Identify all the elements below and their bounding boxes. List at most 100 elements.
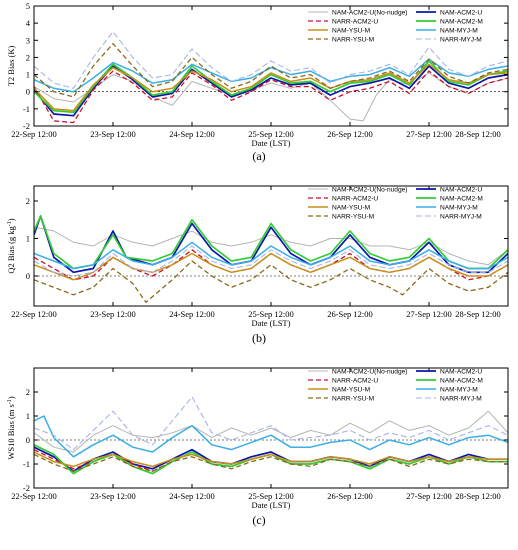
x-tick-label: 24-Sep 12:00 xyxy=(169,129,215,139)
y-tick-label: 0 xyxy=(26,435,30,445)
y-tick-label: -1 xyxy=(23,104,30,114)
series-line-nam-acm2-u xyxy=(34,446,508,473)
y-axis-title: T2 Bias (K) xyxy=(6,46,16,87)
x-axis-title: Date (LST) xyxy=(252,500,291,510)
panel-label: (a) xyxy=(252,149,265,163)
chart-panel-a: -2 -1 0 1 2 3 4 5 22-Sep 12:00 23-Sep 12:00 24-Sep… xyxy=(6,1,509,163)
y-tick-label: 1 xyxy=(26,411,30,421)
legend-label: NAM-YSU-M xyxy=(332,387,370,394)
y-axis-title-close: ) xyxy=(6,396,16,399)
legend-label: NAM-YSU-M xyxy=(332,28,370,35)
legend-label: NAM-MYJ-M xyxy=(440,205,478,212)
x-tick-label: 27-Sep 12:00 xyxy=(406,129,452,139)
x-tick-label: 27-Sep 12:00 xyxy=(406,491,452,501)
series-line-narr-ysu-m xyxy=(34,260,508,303)
series-line-narr-ysu-m xyxy=(34,453,508,472)
y-axis-title-sup: -1 xyxy=(7,221,13,226)
series-line-nam-ysu-m xyxy=(34,63,508,112)
legend-label: NARR-ACM2-U xyxy=(332,196,378,203)
series-line-narr-ysu-m xyxy=(34,43,508,98)
legend: NAM-ACM2-U(No-nudge) NAM-ACM2-U NARR-ACM2-… xyxy=(308,10,483,44)
x-tick-label: 27-Sep 12:00 xyxy=(406,309,452,319)
series-line-nam-acm2-u-no-nudge xyxy=(34,410,508,453)
series-line-narr-myj-m xyxy=(34,245,508,277)
y-tick-label: 2 xyxy=(26,387,30,397)
chart-panel-c: -2 -1 0 1 2 22-Sep 12:00 23-Sep 12:00 24-Sep 12… xyxy=(6,367,509,527)
x-axis-title: Date (LST) xyxy=(252,138,291,148)
x-tick-label: 22-Sep 12:00 xyxy=(11,309,57,319)
legend-label: NAM-MYJ-M xyxy=(440,28,478,35)
y-axis-title-main: Q2 Bias (g kg xyxy=(6,225,16,273)
panels-group: -2 -1 0 1 2 3 4 5 22-Sep 12:00 23-Sep 12:00 24-Sep… xyxy=(6,1,509,527)
y-tick-label: 0 xyxy=(26,87,30,97)
y-axis-title-main: WS10 Bias (m s xyxy=(6,404,16,460)
y-tick-label: 1 xyxy=(26,234,30,244)
legend-label: NAM-ACM2-M xyxy=(440,19,483,26)
x-tick-label: 24-Sep 12:00 xyxy=(169,491,215,501)
series-line-narr-acm2-u xyxy=(34,70,508,124)
legend-label: NAM-ACM2-U xyxy=(440,187,482,194)
y-axis-title-main: T2 Bias (K) xyxy=(6,46,16,87)
x-tick-label: 26-Sep 12:00 xyxy=(327,491,373,501)
y-tick-label: 5 xyxy=(26,1,30,11)
series-line-nam-myj-m xyxy=(34,241,508,270)
series-line-nam-acm2-m xyxy=(34,60,508,114)
series-line-narr-myj-m xyxy=(34,396,508,451)
legend-label: NAM-ACM2-U(No-nudge) xyxy=(332,10,407,17)
x-tick-label: 22-Sep 12:00 xyxy=(11,129,57,139)
y-tick-label: 2 xyxy=(26,196,30,206)
series-group xyxy=(34,31,508,124)
y-tick-label: -2 xyxy=(23,483,30,493)
legend-label: NAM-ACM2-U xyxy=(440,10,482,17)
x-tick-label: 22-Sep 12:00 xyxy=(11,491,57,501)
legend-label: NARR-YSU-M xyxy=(332,37,374,44)
legend-label: NAM-ACM2-U(No-nudge) xyxy=(332,369,407,376)
y-tick-label: 0 xyxy=(26,271,30,281)
legend-label: NAM-ACM2-U(No-nudge) xyxy=(332,187,407,194)
x-tick-label: 28-Sep 12:00 xyxy=(455,491,501,501)
y-tick-label: 2 xyxy=(26,52,30,62)
y-tick-label: 4 xyxy=(26,18,31,28)
x-tick-label: 26-Sep 12:00 xyxy=(327,309,373,319)
legend-label: NARR-ACM2-U xyxy=(332,19,378,26)
series-line-nam-acm2-m xyxy=(34,215,508,270)
y-axis-title-sup: -1 xyxy=(7,399,13,404)
series-line-nam-myj-m xyxy=(34,415,508,458)
legend-label: NARR-MYJ-M xyxy=(440,214,482,221)
legend-label: NAM-YSU-M xyxy=(332,205,370,212)
x-tick-label: 23-Sep 12:00 xyxy=(90,309,136,319)
legend-label: NARR-ACM2-U xyxy=(332,378,378,385)
legend: NAM-ACM2-U(No-nudge) NAM-ACM2-U NARR-ACM2-… xyxy=(308,369,483,403)
panel-label: (b) xyxy=(252,331,266,345)
series-line-nam-acm2-u xyxy=(34,65,508,117)
series-group xyxy=(34,215,508,303)
series-line-nam-ysu-m xyxy=(34,451,508,468)
chart-panel-b: 0 1 2 22-Sep 12:00 23-Sep 12:00 24-Sep 12:00 2… xyxy=(6,185,509,345)
legend-label: NARR-MYJ-M xyxy=(440,37,482,44)
series-line-nam-ysu-m xyxy=(34,252,508,281)
y-axis-title: WS10 Bias (m s-1) xyxy=(6,396,16,460)
x-axis-title: Date (LST) xyxy=(252,318,291,328)
y-axis-title: Q2 Bias (g kg-1) xyxy=(6,218,16,273)
legend-label: NAM-ACM2-M xyxy=(440,378,483,385)
x-tick-label: 28-Sep 12:00 xyxy=(455,309,501,319)
y-tick-label: -1 xyxy=(23,459,30,469)
x-tick-label: 23-Sep 12:00 xyxy=(90,491,136,501)
x-tick-label: 23-Sep 12:00 xyxy=(90,129,136,139)
legend-label: NAM-ACM2-M xyxy=(440,196,483,203)
y-axis-title-close: ) xyxy=(6,218,16,221)
x-tick-label: 24-Sep 12:00 xyxy=(169,309,215,319)
x-tick-label: 25-Sep 12:00 xyxy=(248,309,294,319)
x-tick-label: 26-Sep 12:00 xyxy=(327,129,373,139)
legend-label: NARR-YSU-M xyxy=(332,396,374,403)
x-tick-label: 25-Sep 12:00 xyxy=(248,491,294,501)
y-tick-label: 1 xyxy=(26,70,30,80)
legend-label: NARR-YSU-M xyxy=(332,214,374,221)
legend-label: NAM-MYJ-M xyxy=(440,387,478,394)
series-line-nam-acm2-u-no-nudge xyxy=(34,72,508,122)
legend-label: NARR-MYJ-M xyxy=(440,396,482,403)
x-tick-label: 25-Sep 12:00 xyxy=(248,129,294,139)
x-tick-label: 28-Sep 12:00 xyxy=(455,129,501,139)
legend-label: NAM-ACM2-U xyxy=(440,369,482,376)
panel-label: (c) xyxy=(252,513,265,527)
